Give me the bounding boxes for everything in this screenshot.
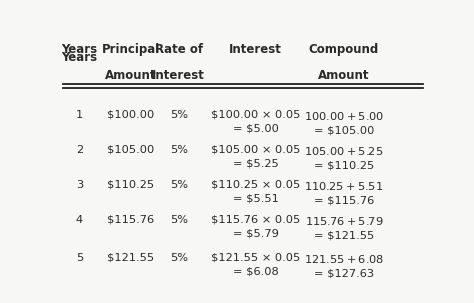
Text: $121.55 × 0.05
= $6.08: $121.55 × 0.05 = $6.08 [211, 253, 301, 276]
Text: 5: 5 [76, 253, 83, 263]
Text: $115.76 + $5.79
= $121.55: $115.76 + $5.79 = $121.55 [305, 215, 383, 240]
Text: Amount: Amount [105, 69, 156, 82]
Text: 4: 4 [76, 215, 83, 225]
Text: 3: 3 [76, 180, 83, 190]
Text: 5%: 5% [170, 253, 188, 263]
Text: $121.55: $121.55 [107, 253, 155, 263]
Text: $115.76 × 0.05
= $5.79: $115.76 × 0.05 = $5.79 [211, 215, 301, 238]
Text: Principal: Principal [102, 43, 160, 56]
Text: $110.25 × 0.05
= $5.51: $110.25 × 0.05 = $5.51 [211, 180, 301, 203]
Text: Interest: Interest [229, 43, 282, 56]
Text: $105.00 × 0.05
= $5.25: $105.00 × 0.05 = $5.25 [211, 145, 301, 168]
Text: $105.00 + $5.25
= $110.25: $105.00 + $5.25 = $110.25 [304, 145, 383, 170]
Text: Amount: Amount [318, 69, 370, 82]
Text: $100.00 × 0.05
= $5.00: $100.00 × 0.05 = $5.00 [211, 110, 301, 133]
Text: $100.00: $100.00 [107, 110, 155, 120]
Text: 5%: 5% [170, 145, 188, 155]
Text: Years: Years [62, 43, 98, 56]
Text: 5%: 5% [170, 180, 188, 190]
Text: $105.00: $105.00 [107, 145, 155, 155]
Text: Compound: Compound [309, 43, 379, 56]
Text: Interest: Interest [152, 69, 205, 82]
Text: $115.76: $115.76 [107, 215, 155, 225]
Text: Years: Years [62, 51, 98, 64]
Text: $100.00 + $5.00
= $105.00: $100.00 + $5.00 = $105.00 [304, 110, 384, 135]
Text: Rate of: Rate of [155, 43, 203, 56]
Text: $110.25 + $5.51
= $115.76: $110.25 + $5.51 = $115.76 [304, 180, 383, 205]
Text: $110.25: $110.25 [107, 180, 155, 190]
Text: 2: 2 [76, 145, 83, 155]
Text: 5%: 5% [170, 110, 188, 120]
Text: 5%: 5% [170, 215, 188, 225]
Text: 1: 1 [76, 110, 83, 120]
Text: $121.55 + $6.08
= $127.63: $121.55 + $6.08 = $127.63 [304, 253, 384, 278]
